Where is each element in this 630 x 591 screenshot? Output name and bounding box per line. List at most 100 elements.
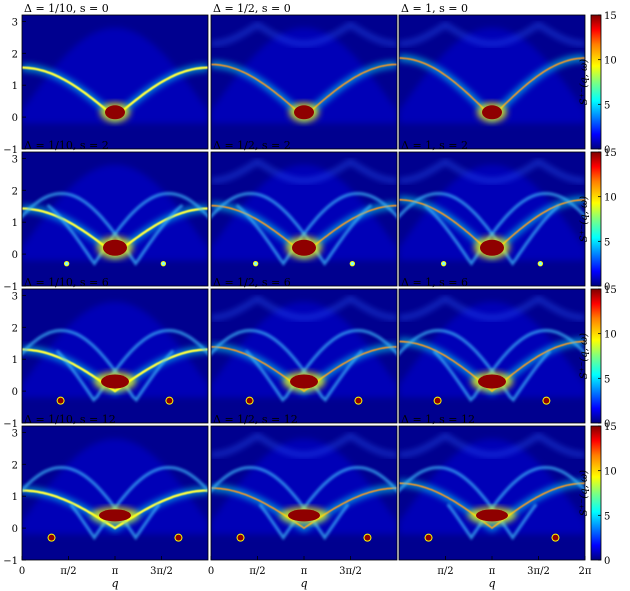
secondary-branch	[446, 465, 585, 541]
panel-title: Δ = 1, s = 12	[401, 413, 475, 426]
spot-core	[477, 374, 506, 389]
y-tick-label: −1	[3, 556, 18, 567]
panel-title: Δ = 1/10, s = 12	[24, 413, 116, 426]
side-spot	[252, 260, 259, 267]
continuum	[211, 438, 397, 535]
colorbar-tick-label: 5	[604, 374, 610, 385]
x-tick-label: π	[112, 566, 119, 577]
upper-continuum	[399, 296, 585, 320]
secondary-branch	[211, 329, 364, 403]
panel-frame	[21, 288, 209, 424]
colorbar-tick-label: 0	[604, 419, 610, 430]
y-tick-label: −1	[3, 145, 18, 156]
panel-title: Δ = 1/10, s = 6	[24, 276, 109, 289]
secondary-branch	[22, 329, 175, 403]
continuum	[22, 438, 208, 535]
colorbar-tick-label: 10	[604, 56, 617, 67]
y-tick-label: 2	[12, 186, 18, 197]
y-tick-label: 1	[12, 218, 18, 229]
side-spot	[160, 260, 167, 267]
secondary-branch	[235, 191, 397, 266]
panel-frame	[210, 288, 398, 424]
colorbar-label: S⁺⁻(q, ω)	[579, 333, 590, 379]
panel-frame	[398, 151, 586, 287]
secondary-branch	[432, 329, 585, 403]
panel-4-3	[398, 425, 586, 561]
spot-core	[479, 239, 504, 256]
colorbar: 0 5 10 15 S⁺⁻(q, ω)	[579, 11, 617, 156]
panel-title: Δ = 1/10, s = 2	[24, 139, 109, 152]
colorbar-tick-label: 10	[604, 467, 617, 478]
panel-title: Δ = 1, s = 2	[401, 139, 468, 152]
colorbar-tick-label: 0	[604, 556, 610, 567]
colorbar: 0 5 10 15 S⁺⁻(q, ω)	[579, 422, 617, 567]
colorbar-label: S⁺⁻(q, ω)	[579, 470, 590, 516]
y-tick-label: −1	[3, 282, 18, 293]
panel-title: Δ = 1/10, s = 0	[24, 2, 109, 15]
colorbar-tick-label: 15	[604, 285, 617, 296]
x-tick-label: 3π/2	[527, 566, 550, 577]
continuum	[399, 164, 585, 261]
upper-continuum	[211, 22, 397, 46]
side-spot	[349, 260, 356, 267]
y-tick-label: 0	[12, 524, 18, 535]
upper-continuum	[399, 433, 585, 457]
continuum	[399, 27, 585, 124]
y-tick-label: 3	[12, 291, 18, 302]
magnon-band	[399, 482, 585, 530]
y-tick-label: 2	[12, 323, 18, 334]
spot-core	[104, 105, 125, 120]
panel-3-1	[21, 288, 209, 424]
magnon-band	[22, 489, 208, 530]
panel-title: Δ = 1, s = 6	[401, 276, 468, 289]
spot-core	[289, 374, 318, 389]
panel-title: Δ = 1/2, s = 2	[213, 139, 291, 152]
y-tick-label: 3	[12, 154, 18, 165]
spot-core	[291, 239, 316, 256]
x-tick-label: 0	[19, 566, 25, 577]
colorbar-tick-label: 10	[604, 193, 617, 204]
continuum	[399, 301, 585, 398]
y-tick-label: 1	[12, 355, 18, 366]
y-tick-label: −1	[3, 419, 18, 430]
colorbar-tick-label: 15	[604, 148, 617, 159]
panel-frame	[21, 14, 209, 150]
spot-core	[475, 509, 508, 522]
x-tick-label: π	[301, 566, 308, 577]
panel-2-3	[398, 151, 586, 287]
continuum	[22, 27, 208, 124]
continuum	[211, 164, 397, 261]
side-spot	[63, 260, 70, 267]
side-spot	[440, 260, 447, 267]
x-axis-label: q	[111, 577, 118, 590]
side-spot	[245, 396, 254, 405]
side-spot	[363, 533, 372, 542]
secondary-branch	[258, 465, 397, 541]
secondary-branch	[399, 191, 561, 266]
continuum	[22, 164, 208, 261]
y-tick-label: 0	[12, 113, 18, 124]
colorbar-tick-label: 5	[604, 237, 610, 248]
panel-frame	[210, 14, 398, 150]
side-spot	[433, 396, 442, 405]
spot-core	[98, 509, 131, 522]
side-spot	[551, 533, 560, 542]
colorbar-gradient	[590, 14, 602, 150]
secondary-branch	[423, 191, 585, 266]
y-tick-label: 0	[12, 250, 18, 261]
secondary-branch	[69, 465, 208, 541]
side-spot	[56, 396, 65, 405]
x-tick-label: π	[489, 566, 496, 577]
x-tick-label: 3π/2	[339, 566, 362, 577]
colorbar-tick-label: 5	[604, 511, 610, 522]
panel-frame	[21, 151, 209, 287]
colorbar-tick-label: 5	[604, 100, 610, 111]
continuum	[22, 301, 208, 398]
x-tick-label: π/2	[249, 566, 265, 577]
magnon-band	[211, 487, 397, 530]
side-spot	[236, 533, 245, 542]
x-tick-label: π/2	[437, 566, 453, 577]
panel-frame	[210, 151, 398, 287]
x-tick-label: 2π	[579, 566, 592, 577]
secondary-branch	[46, 191, 208, 266]
